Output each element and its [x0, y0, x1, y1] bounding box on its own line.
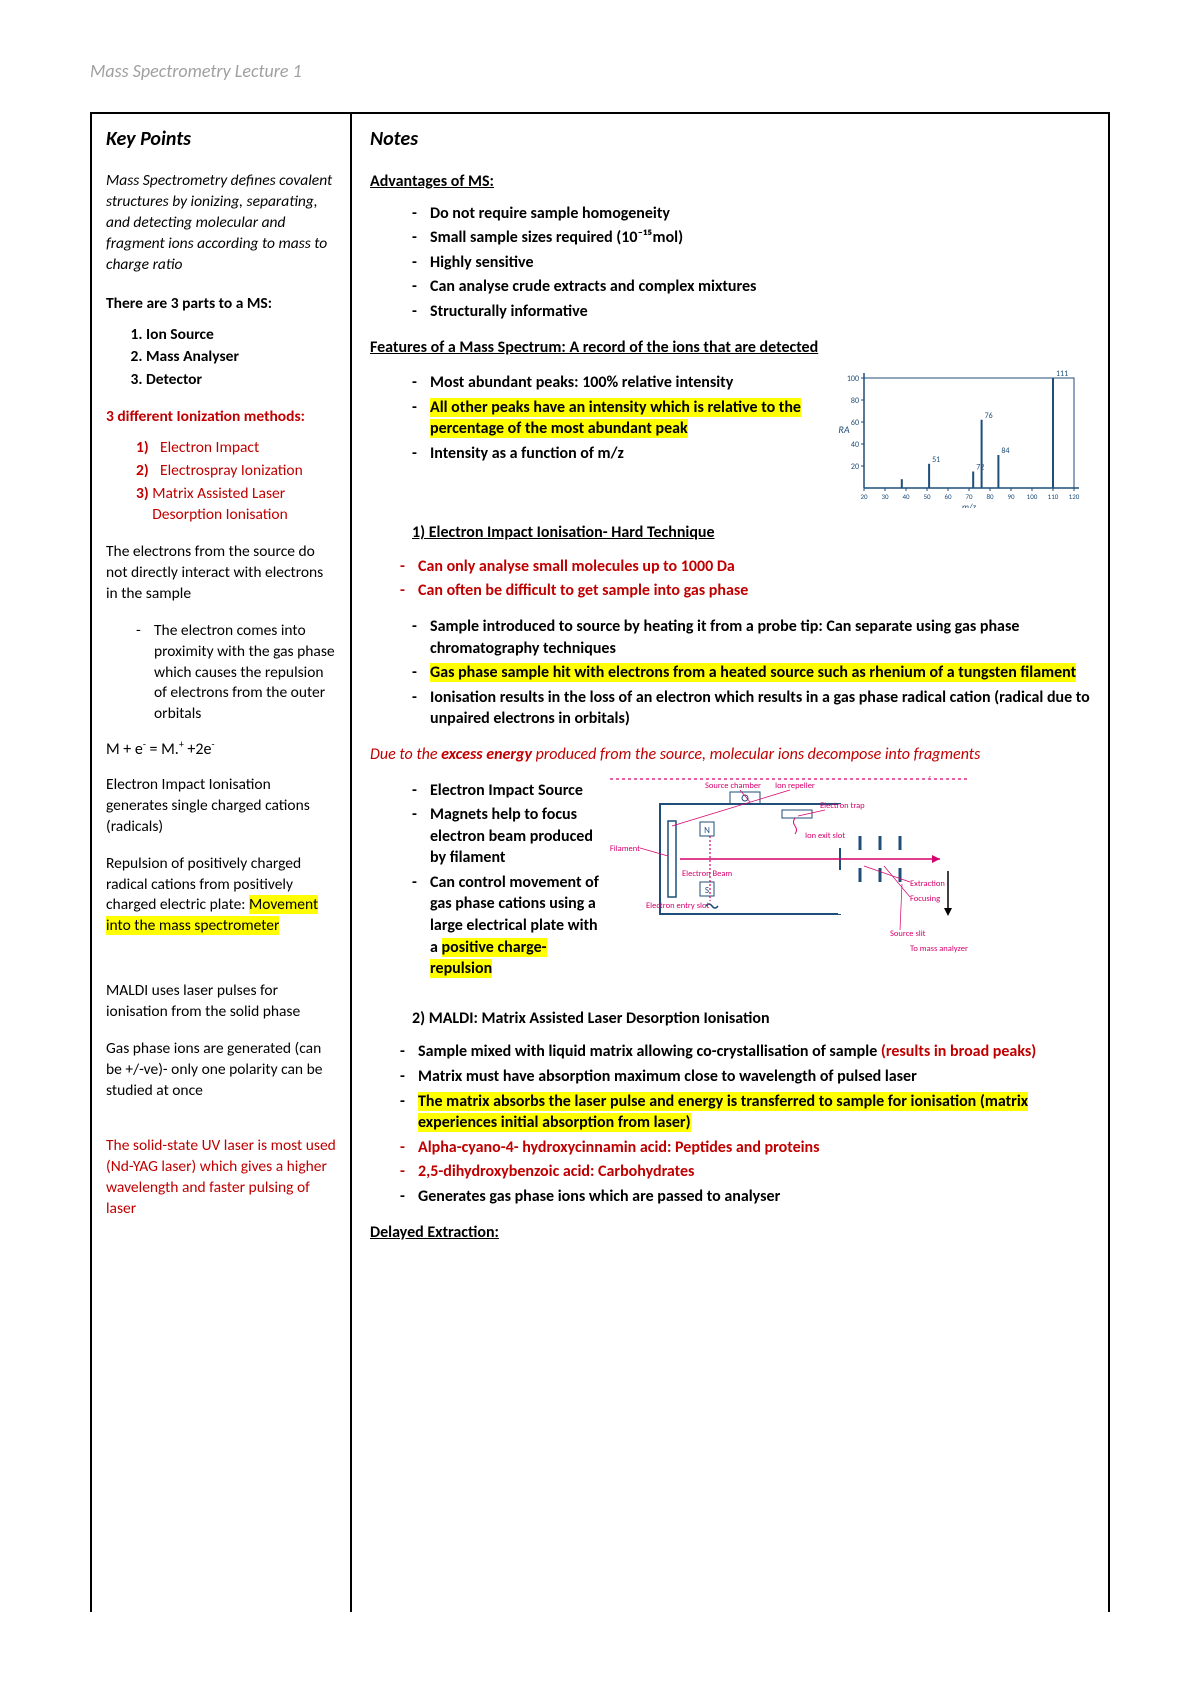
mass-spectrum-chart: 100 80 60 40 20 20 30 40 50 60 70 80 90 100 110 120 m/z R…: [830, 368, 1090, 508]
page-header: Mass Spectrometry Lecture 1: [90, 60, 1110, 82]
kp-electrons-note: The electrons from the source do not dir…: [106, 542, 336, 605]
svg-text:80: 80: [851, 396, 859, 406]
svg-text:100: 100: [847, 374, 859, 384]
content-box: Key Points Mass Spectrometry defines cov…: [90, 112, 1110, 1612]
list-item: Intensity as a function of m/z: [412, 443, 820, 465]
svg-text:Ion repeller: Ion repeller: [775, 781, 815, 791]
ei-source-block: Electron Impact Source Magnets help to f…: [370, 776, 1090, 994]
svg-text:Molecular leak — injection of: Molecular leak — injection of sample: [860, 776, 970, 779]
list-item: Sample mixed with liquid matrix allowing…: [400, 1041, 1090, 1063]
svg-text:60: 60: [944, 492, 952, 501]
svg-text:72: 72: [976, 463, 984, 473]
kp-methods-label: 3 different Ionization methods:: [106, 407, 336, 428]
svg-text:S: S: [705, 885, 709, 896]
notes-title: Notes: [370, 126, 1090, 153]
list-item: Can control movement of gas phase cation…: [412, 872, 600, 980]
svg-text:110: 110: [1048, 492, 1059, 501]
list-item: Structurally informative: [412, 301, 1090, 323]
list-item: Generates gas phase ions which are passe…: [400, 1186, 1090, 1208]
kp-maldi-2: Gas phase ions are generated (can be +/-…: [106, 1039, 336, 1102]
list-item: Detector: [146, 370, 336, 391]
features-list: Most abundant peaks: 100% relative inten…: [370, 372, 820, 464]
svg-text:Ion exit slot: Ion exit slot: [805, 831, 845, 841]
list-item: Can often be difficult to get sample int…: [400, 580, 1090, 602]
svg-text:Electron trap: Electron trap: [820, 801, 865, 811]
svg-text:20: 20: [860, 492, 868, 501]
svg-text:Electron entry slot: Electron entry slot: [646, 901, 709, 911]
svg-text:60: 60: [851, 418, 859, 428]
svg-text:Focusing: Focusing: [910, 894, 940, 904]
svg-text:120: 120: [1069, 492, 1080, 501]
svg-text:Source slit: Source slit: [890, 929, 926, 939]
svg-text:50: 50: [923, 492, 931, 501]
svg-text:84: 84: [1001, 446, 1009, 456]
svg-text:Extraction: Extraction: [910, 879, 945, 889]
advantages-list: Do not require sample homogeneity Small …: [370, 203, 1090, 323]
list-item: Ionisation results in the loss of an ele…: [412, 687, 1090, 730]
list-item: Can analyse crude extracts and complex m…: [412, 276, 1090, 298]
list-item: Matrix must have absorption maximum clos…: [400, 1066, 1090, 1088]
list-item: Electron Impact Source: [412, 780, 600, 802]
list-item: Small sample sizes required (10⁻¹⁵mol): [412, 227, 1090, 249]
list-item: Highly sensitive: [412, 252, 1090, 274]
section-1-body: Sample introduced to source by heating i…: [370, 616, 1090, 730]
ei-source-list: Electron Impact Source Magnets help to f…: [370, 780, 600, 980]
svg-text:70: 70: [965, 492, 973, 501]
section-2-heading: 2) MALDI: Matrix Assisted Laser Desorpti…: [370, 1008, 1090, 1030]
list-item: The matrix absorbs the laser pulse and e…: [400, 1091, 1090, 1134]
svg-text:40: 40: [851, 440, 859, 450]
svg-text:To mass analyzer: To mass analyzer: [910, 944, 968, 954]
svg-text:76: 76: [985, 411, 993, 421]
list-item: 2,5-dihydroxybenzoic acid: Carbohydrates: [400, 1161, 1090, 1183]
ei-source-diagram: N S Source chamber Ion repeller Filament Elec…: [610, 776, 970, 976]
section-1-red: Can only analyse small molecules up to 1…: [370, 556, 1090, 602]
kp-laser-note: The solid-state UV laser is most used (N…: [106, 1136, 336, 1220]
list-item: Ion Source: [146, 325, 336, 346]
kp-parts-label: There are 3 parts to a MS:: [106, 294, 336, 315]
kp-intro: Mass Spectrometry defines covalent struc…: [106, 171, 336, 276]
kp-equation: M + e- = M.+ +2e-: [106, 739, 336, 761]
svg-text:90: 90: [1007, 492, 1015, 501]
advantages-heading: Advantages of MS:: [370, 171, 1090, 193]
list-item: Do not require sample homogeneity: [412, 203, 1090, 225]
section-2-body: Sample mixed with liquid matrix allowing…: [370, 1041, 1090, 1207]
list-item: Can only analyse small molecules up to 1…: [400, 556, 1090, 578]
list-item: Magnets help to focus electron beam prod…: [412, 804, 600, 869]
svg-text:30: 30: [881, 492, 889, 501]
svg-text:100: 100: [1027, 492, 1038, 501]
notes-column: Notes Advantages of MS: Do not require s…: [352, 114, 1108, 1612]
kp-repulsion: Repulsion of positively charged radical …: [106, 854, 336, 938]
list-item: Most abundant peaks: 100% relative inten…: [412, 372, 820, 394]
kp-ei-note: Electron Impact Ionisation generates sin…: [106, 775, 336, 838]
kp-maldi-1: MALDI uses laser pulses for ionisation f…: [106, 981, 336, 1023]
svg-text:Filament: Filament: [610, 844, 640, 854]
key-points-column: Key Points Mass Spectrometry defines cov…: [92, 114, 352, 1612]
kp-methods-list: 1)Electron Impact 2)Electrospray Ionizat…: [106, 438, 336, 526]
key-points-title: Key Points: [106, 126, 336, 153]
svg-text:m/z: m/z: [962, 502, 977, 508]
list-item: Alpha-cyano-4- hydroxycinnamin acid: Pep…: [400, 1137, 1090, 1159]
svg-text:80: 80: [986, 492, 994, 501]
list-item: Sample introduced to source by heating i…: [412, 616, 1090, 659]
features-heading: Features of a Mass Spectrum: A record of…: [370, 337, 1090, 359]
svg-text:Source chamber: Source chamber: [705, 781, 761, 791]
section-1-heading: 1) Electron Impact Ionisation- Hard Tech…: [370, 522, 1090, 544]
features-block: Most abundant peaks: 100% relative inten…: [370, 368, 1090, 508]
svg-text:RA: RA: [838, 423, 849, 436]
svg-text:N: N: [704, 825, 710, 836]
list-item: All other peaks have an intensity which …: [412, 397, 820, 440]
svg-text:111: 111: [1056, 369, 1068, 379]
list-item: Gas phase sample hit with electrons from…: [412, 662, 1090, 684]
svg-text:51: 51: [932, 455, 940, 465]
page: Mass Spectrometry Lecture 1 Key Points M…: [0, 0, 1200, 1672]
svg-text:20: 20: [851, 462, 859, 472]
kp-parts-list: Ion Source Mass Analyser Detector: [106, 325, 336, 392]
excess-energy-note: Due to the excess energy produced from t…: [370, 744, 1090, 766]
kp-electron-sub: The electron comes into proximity with t…: [106, 621, 336, 726]
list-item: Mass Analyser: [146, 347, 336, 368]
svg-text:Electron Beam: Electron Beam: [682, 869, 732, 879]
svg-text:40: 40: [902, 492, 910, 501]
delayed-extraction-heading: Delayed Extraction:: [370, 1222, 1090, 1244]
